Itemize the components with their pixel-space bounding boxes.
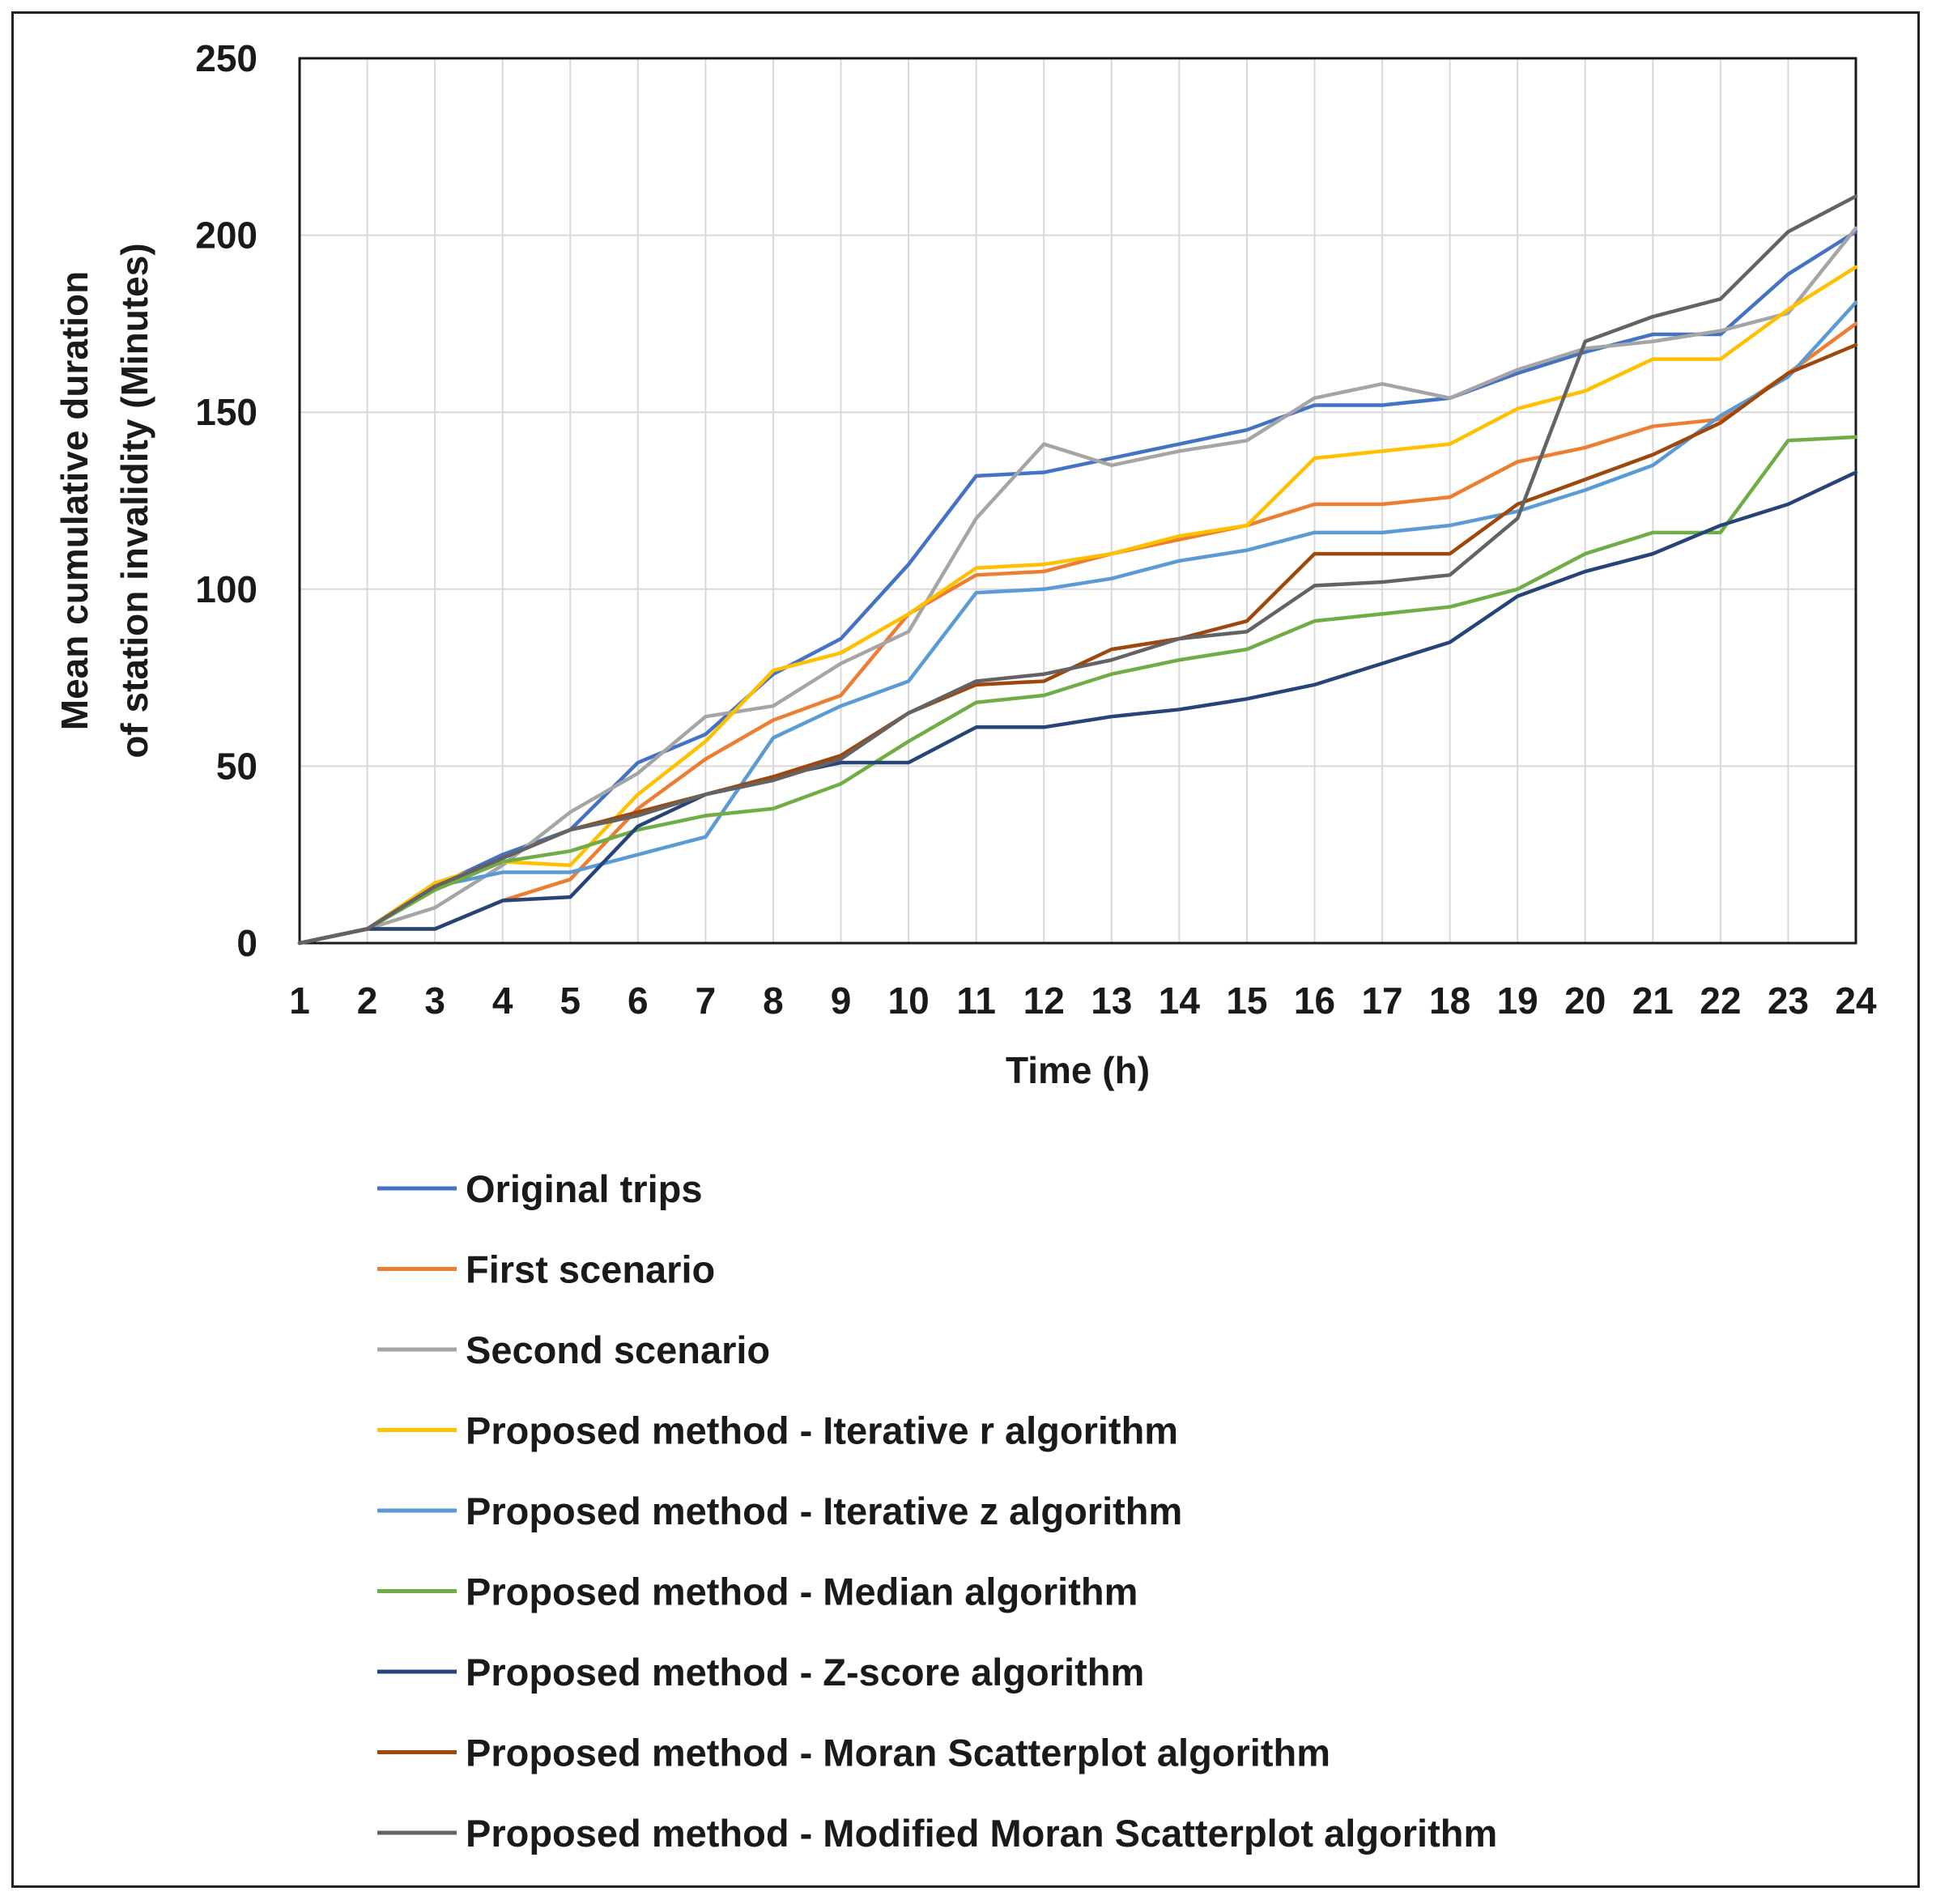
series-line-proposed-method-iterative-z-algorithm: [297, 300, 1858, 946]
x-tick-label: 4: [492, 980, 513, 1022]
x-tick-label: 8: [763, 980, 784, 1022]
legend-label-original-trips: Original trips: [466, 1167, 703, 1210]
x-tick-label: 2: [357, 980, 378, 1022]
gridlines: [300, 58, 1856, 943]
x-tick-label: 11: [956, 980, 996, 1022]
legend-label-second-scenario: Second scenario: [466, 1328, 770, 1371]
series-line-proposed-method-z-score-algorithm: [297, 470, 1858, 946]
y-axis-title-line-2: of station invalidity (Minutes): [113, 243, 155, 758]
x-axis-ticks: 1 2 3 4 5 6 7 8 9 10 11 12 13 14 15 16 17 18 19 20 21 22 23 24: [289, 980, 1877, 1022]
series-line-proposed-method-median-algorithm: [297, 435, 1858, 946]
x-tick-label: 7: [696, 980, 717, 1022]
x-tick-label: 19: [1497, 980, 1538, 1022]
y-tick-label: 150: [195, 391, 257, 433]
x-axis-title: Time (h): [1006, 1049, 1150, 1091]
legend-label-proposed-method-moran-scatterplot-algorithm: Proposed method - Moran Scatterplot algo…: [466, 1732, 1330, 1774]
plot-area-border: [298, 57, 1857, 945]
x-tick-label: 17: [1361, 980, 1402, 1022]
y-axis-title: Mean cumulative duration of station inva…: [53, 243, 155, 758]
y-tick-label: 50: [216, 745, 257, 787]
x-tick-label: 12: [1023, 980, 1065, 1022]
series-line-proposed-method-modified-moran-scatterplot-algorithm: [297, 194, 1858, 946]
figure-frame: [11, 11, 1920, 1888]
legend-label-proposed-method-iterative-z-algorithm: Proposed method - Iterative z algorithm: [466, 1490, 1182, 1532]
x-tick-label: 6: [628, 980, 649, 1022]
legend-label-proposed-method-iterative-r-algorithm: Proposed method - Iterative r algorithm: [466, 1409, 1178, 1452]
legend-label-proposed-method-z-score-algorithm: Proposed method - Z-score algorithm: [466, 1651, 1144, 1694]
x-tick-label: 5: [560, 980, 581, 1022]
x-tick-label: 10: [888, 980, 930, 1022]
series-lines: [297, 194, 1858, 946]
x-tick-label: 14: [1159, 980, 1201, 1022]
y-tick-label: 100: [195, 568, 257, 610]
x-tick-label: 18: [1429, 980, 1470, 1022]
y-tick-label: 0: [236, 922, 257, 964]
x-tick-label: 24: [1835, 980, 1877, 1022]
y-axis-title-line-1: Mean cumulative duration: [53, 271, 96, 730]
x-tick-label: 22: [1700, 980, 1741, 1022]
series-line-first-scenario: [297, 321, 1858, 946]
series-line-original-trips: [297, 229, 1858, 946]
x-tick-label: 15: [1226, 980, 1267, 1022]
x-tick-label: 1: [289, 980, 310, 1022]
x-tick-label: 3: [424, 980, 445, 1022]
x-tick-label: 20: [1564, 980, 1606, 1022]
x-tick-label: 13: [1091, 980, 1132, 1022]
x-tick-label: 21: [1632, 980, 1674, 1022]
series-line-second-scenario: [297, 226, 1858, 946]
x-tick-label: 9: [831, 980, 852, 1022]
series-line-proposed-method-iterative-r-algorithm: [297, 265, 1858, 946]
x-tick-label: 23: [1768, 980, 1809, 1022]
y-axis-ticks: 0 50 100 150 200 250: [195, 37, 257, 964]
legend-label-proposed-method-median-algorithm: Proposed method - Median algorithm: [466, 1570, 1138, 1613]
legend-label-first-scenario: First scenario: [466, 1248, 715, 1291]
y-tick-label: 250: [195, 37, 257, 79]
legend: Original trips First scenario Second scena…: [377, 1167, 1497, 1855]
x-tick-label: 16: [1294, 980, 1335, 1022]
y-tick-label: 200: [195, 215, 257, 257]
legend-label-proposed-method-modified-moran-scatterplot-algorithm: Proposed method - Modified Moran Scatter…: [466, 1812, 1497, 1855]
